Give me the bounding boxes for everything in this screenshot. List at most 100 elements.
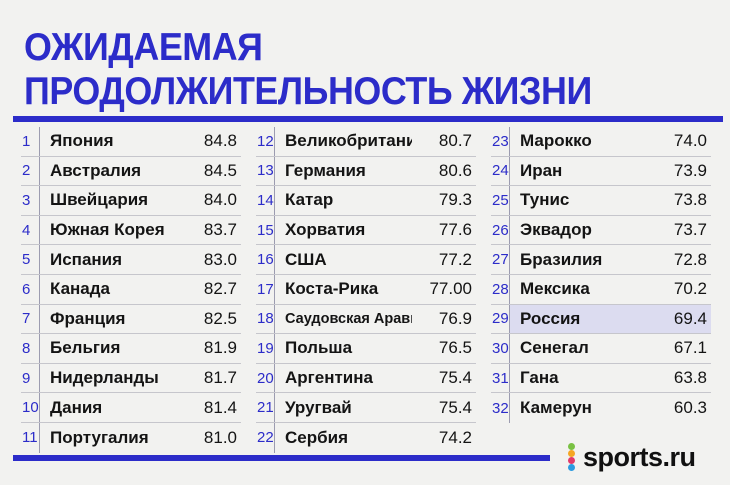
rankings-column-2: 12 Великобритания 80.7 13 Германия 80.6 14 Ката… xyxy=(256,127,476,453)
table-row: 11 Португалия 81.0 xyxy=(21,422,241,453)
life-expectancy-value: 77.00 xyxy=(429,279,472,299)
life-expectancy-value: 84.5 xyxy=(203,160,237,180)
table-row: 31 Гана 63.8 xyxy=(491,363,711,394)
rank-number: 3 xyxy=(21,186,40,215)
logo-dots-icon xyxy=(567,443,577,471)
country-name: Сербия xyxy=(285,427,348,447)
country-name: Бельгия xyxy=(50,338,121,358)
country-name: Иран xyxy=(520,160,563,180)
life-expectancy-value: 70.2 xyxy=(673,279,707,299)
country-name: США xyxy=(285,249,327,269)
country-name: Россия xyxy=(510,304,647,334)
rank-number: 4 xyxy=(21,215,40,245)
life-expectancy-value: 77.6 xyxy=(438,220,472,240)
rank-number: 16 xyxy=(256,245,275,274)
rank-number: 20 xyxy=(256,363,275,393)
country-name: Гана xyxy=(520,368,559,388)
life-expectancy-value: 83.7 xyxy=(203,220,237,240)
rank-number: 17 xyxy=(256,274,275,304)
sports-ru-logo: sports.ru xyxy=(567,440,696,474)
table-row: 23 Марокко 74.0 xyxy=(491,127,711,157)
life-expectancy-value: 74.2 xyxy=(438,427,472,447)
country-name: Нидерланды xyxy=(50,368,159,388)
table-row: 21 Уругвай 75.4 xyxy=(256,393,476,423)
table-row: 9 Нидерланды 81.7 xyxy=(21,363,241,394)
rankings-column-3: 23 Марокко 74.0 24 Иран 73.9 25 Тунис 73.8 26 Эква… xyxy=(491,127,711,453)
life-expectancy-value: 75.4 xyxy=(438,368,472,388)
table-row: 19 Польша 76.5 xyxy=(256,334,476,364)
table-row: 18 Саудовская Аравия 76.9 xyxy=(256,304,476,335)
top-divider xyxy=(13,116,723,122)
life-expectancy-value: 69.4 xyxy=(647,304,711,334)
table-row: 13 Германия 80.6 xyxy=(256,156,476,187)
country-name: Марокко xyxy=(520,131,592,151)
country-name: Великобритания xyxy=(285,131,412,151)
rank-number: 8 xyxy=(21,334,40,363)
rank-number: 28 xyxy=(491,274,510,304)
rankings-table: 1 Япония 84.8 2 Австралия 84.5 3 Швейцария 84.0 4… xyxy=(21,127,711,453)
life-expectancy-value: 79.3 xyxy=(438,190,472,210)
table-row: 30 Сенегал 67.1 xyxy=(491,334,711,364)
logo-text: sports.ru xyxy=(583,441,696,472)
country-name: Португалия xyxy=(50,427,149,447)
rank-number: 1 xyxy=(21,127,40,156)
life-expectancy-value: 80.6 xyxy=(438,160,472,180)
life-expectancy-value: 81.0 xyxy=(203,427,237,447)
life-expectancy-value: 82.7 xyxy=(203,279,237,299)
country-name: Швейцария xyxy=(50,190,149,210)
table-row: 22 Сербия 74.2 xyxy=(256,422,476,453)
rank-number: 21 xyxy=(256,393,275,422)
table-row: 7 Франция 82.5 xyxy=(21,304,241,335)
table-row: 20 Аргентина 75.4 xyxy=(256,363,476,394)
country-name: Бразилия xyxy=(520,249,603,269)
life-expectancy-value: 74.0 xyxy=(673,131,707,151)
rank-number: 15 xyxy=(256,215,275,245)
table-row: 28 Мексика 70.2 xyxy=(491,274,711,305)
life-expectancy-value: 83.0 xyxy=(203,249,237,269)
rank-number: 14 xyxy=(256,186,275,215)
rank-number: 32 xyxy=(491,393,510,423)
country-name: Южная Корея xyxy=(50,220,165,240)
rank-number: 23 xyxy=(491,127,510,156)
table-row: 32 Камерун 60.3 xyxy=(491,393,711,423)
table-row: 29 Россия 69.4 xyxy=(491,304,711,335)
table-row: 17 Коста-Рика 77.00 xyxy=(256,274,476,305)
country-name: Хорватия xyxy=(285,220,366,240)
rank-number: 30 xyxy=(491,334,510,363)
life-expectancy-value: 73.8 xyxy=(673,190,707,210)
rank-number: 13 xyxy=(256,156,275,186)
country-name: Аргентина xyxy=(285,368,373,388)
rank-number: 12 xyxy=(256,127,275,156)
life-expectancy-value: 81.4 xyxy=(203,397,237,417)
rankings-column-1: 1 Япония 84.8 2 Австралия 84.5 3 Швейцария 84.0 4… xyxy=(21,127,241,453)
country-name: Австралия xyxy=(50,160,142,180)
rank-number: 25 xyxy=(491,186,510,215)
table-row: 2 Австралия 84.5 xyxy=(21,156,241,187)
rank-number: 2 xyxy=(21,156,40,186)
table-row: 8 Бельгия 81.9 xyxy=(21,334,241,364)
country-name: Мексика xyxy=(520,279,590,299)
rank-number: 26 xyxy=(491,215,510,245)
rank-number: 24 xyxy=(491,156,510,186)
life-expectancy-value: 76.5 xyxy=(438,338,472,358)
country-name: Дания xyxy=(50,397,103,417)
country-name: Саудовская Аравия xyxy=(285,310,412,327)
country-name: Катар xyxy=(285,190,334,210)
country-name: Тунис xyxy=(520,190,570,210)
table-row: 25 Тунис 73.8 xyxy=(491,186,711,216)
rank-number: 27 xyxy=(491,245,510,274)
table-row: 14 Катар 79.3 xyxy=(256,186,476,216)
rank-number: 31 xyxy=(491,363,510,393)
country-name: Япония xyxy=(50,131,114,151)
table-row: 16 США 77.2 xyxy=(256,245,476,275)
table-row: 15 Хорватия 77.6 xyxy=(256,215,476,246)
rank-number: 10 xyxy=(21,393,40,422)
rank-number: 11 xyxy=(21,422,40,453)
rank-number: 7 xyxy=(21,304,40,334)
table-row: 26 Эквадор 73.7 xyxy=(491,215,711,246)
logo-dot xyxy=(568,464,575,471)
life-expectancy-value: 60.3 xyxy=(673,398,707,418)
country-name: Уругвай xyxy=(285,397,352,417)
country-name: Сенегал xyxy=(520,338,589,358)
rank-number: 9 xyxy=(21,363,40,393)
